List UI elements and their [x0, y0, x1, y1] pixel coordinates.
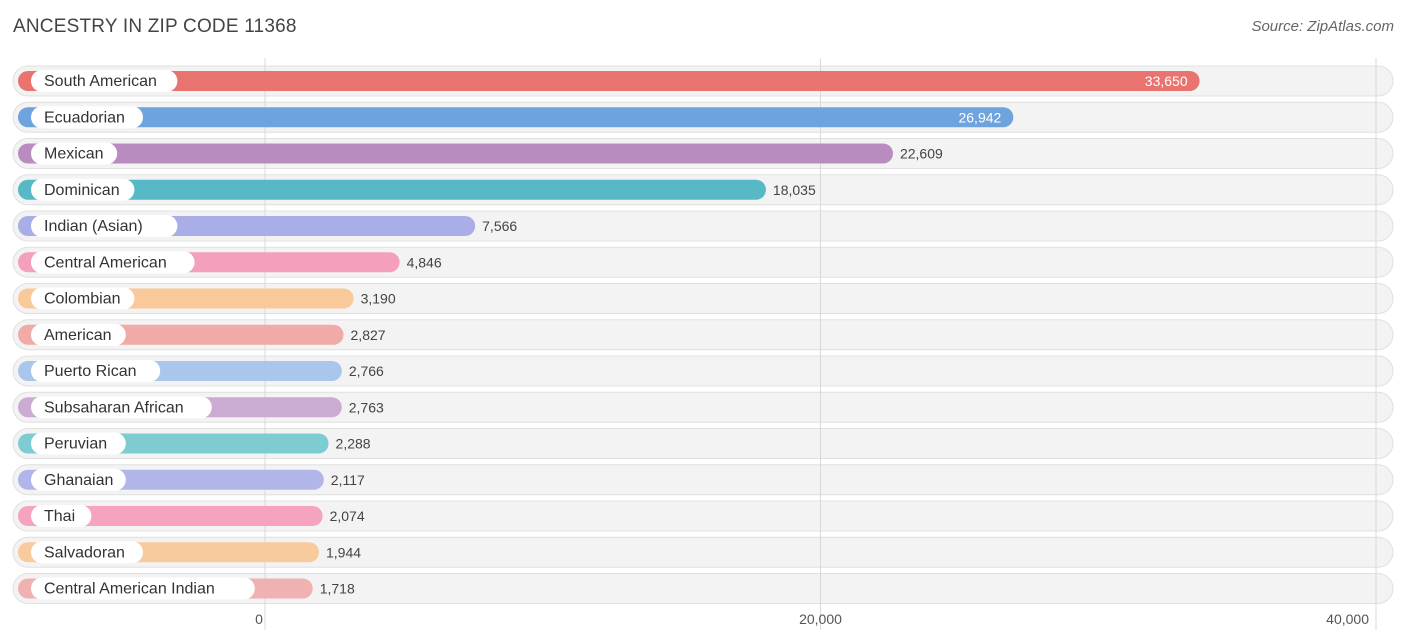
chart-title: ANCESTRY IN ZIP CODE 11368: [13, 16, 297, 37]
x-tick-label: 20,000: [799, 611, 842, 627]
category-label: Mexican: [44, 146, 104, 163]
category-label: Ecuadorian: [44, 109, 125, 126]
row-track: [12, 536, 1394, 568]
category-label-bg: [31, 106, 143, 129]
category-label: Indian (Asian): [44, 218, 143, 235]
source-label: Source: ZipAtlas.com: [1251, 18, 1394, 35]
x-tick-label: 0: [255, 611, 263, 627]
value-label: 33,650: [1145, 73, 1188, 89]
bar[interactable]: [18, 107, 1014, 128]
category-label: South American: [44, 73, 157, 90]
row-track: [12, 391, 1394, 423]
value-label: 4,846: [407, 254, 442, 270]
value-label: 2,763: [349, 399, 384, 415]
value-label: 2,766: [349, 363, 384, 379]
row-track: [12, 500, 1394, 532]
category-label: Puerto Rican: [44, 363, 137, 380]
bar[interactable]: [18, 506, 323, 526]
category-label-bg: [31, 287, 135, 310]
row-track: [12, 355, 1394, 387]
category-label: Central American Indian: [44, 581, 215, 598]
value-label: 2,117: [331, 472, 365, 488]
category-label-bg: [31, 432, 126, 455]
value-label: 2,827: [351, 327, 386, 343]
category-label: Dominican: [44, 182, 120, 199]
value-label: 18,035: [773, 182, 816, 198]
x-tick-label: 40,000: [1326, 611, 1369, 627]
category-label-bg: [31, 360, 161, 382]
category-label: Thai: [44, 508, 75, 525]
category-label-bg: [31, 215, 178, 237]
value-label: 26,942: [958, 109, 1001, 125]
category-label-bg: [31, 251, 195, 274]
value-label: 7,566: [482, 218, 517, 234]
category-label: American: [44, 327, 112, 344]
category-label-bg: [31, 70, 178, 92]
value-label: 3,190: [361, 291, 396, 307]
value-label: 1,718: [320, 581, 355, 597]
category-label-bg: [31, 577, 255, 600]
category-label: Peruvian: [44, 436, 107, 453]
value-label: 2,074: [330, 508, 365, 524]
category-label-bg: [31, 178, 135, 201]
bar[interactable]: [18, 179, 766, 200]
category-label-bg: [31, 505, 92, 527]
category-label: Central American: [44, 254, 167, 271]
row-track: [12, 428, 1394, 459]
category-label: Salvadoran: [44, 544, 125, 561]
value-label: 2,288: [336, 436, 371, 452]
category-label: Ghanaian: [44, 472, 113, 489]
bar[interactable]: [18, 143, 893, 164]
value-label: 1,944: [326, 544, 361, 560]
value-label: 22,609: [900, 146, 943, 162]
category-label: Colombian: [44, 291, 120, 308]
category-label-bg: [31, 468, 126, 491]
row-track: [12, 464, 1394, 496]
row-track: [12, 283, 1394, 314]
bar[interactable]: [18, 71, 1200, 91]
row-track: [12, 573, 1394, 604]
category-label-bg: [31, 541, 143, 564]
row-track: [12, 319, 1394, 351]
category-label-bg: [31, 323, 126, 346]
category-label: Subsaharan African: [44, 399, 184, 416]
category-label-bg: [31, 396, 212, 419]
category-label-bg: [31, 142, 118, 165]
